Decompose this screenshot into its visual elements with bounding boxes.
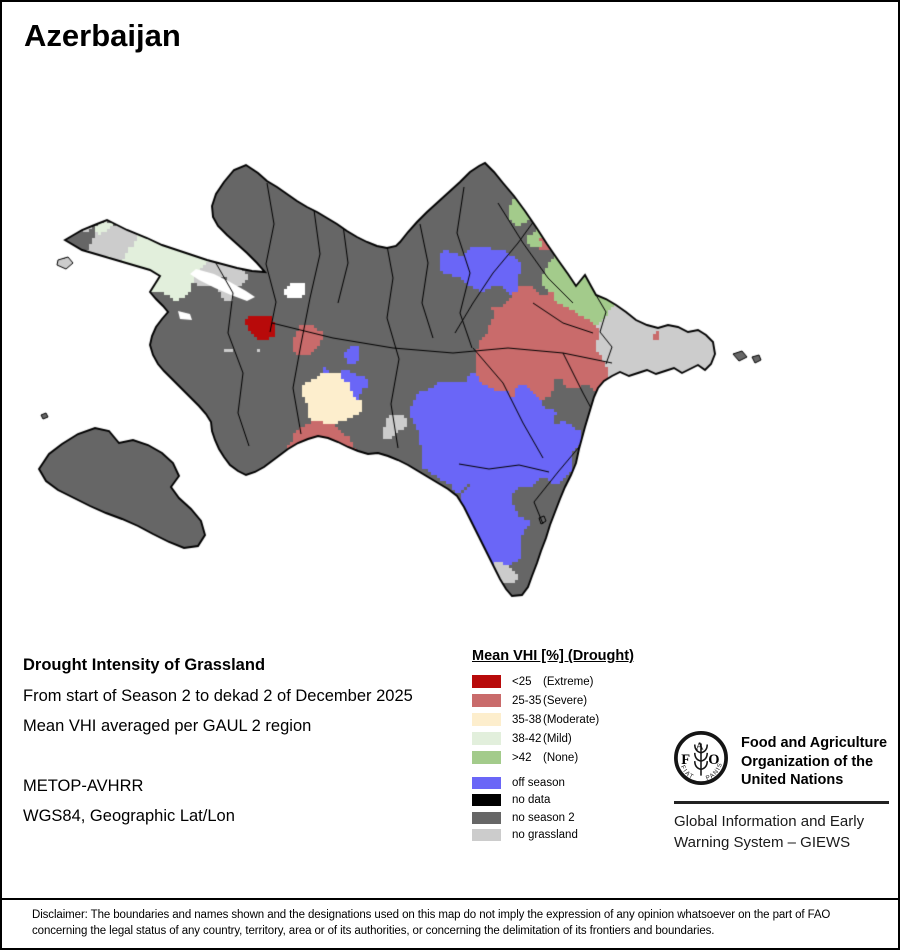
legend-label: off season [512, 776, 565, 789]
legend-item: no data [472, 792, 682, 810]
fao-logo-letter-o: O [708, 752, 719, 768]
legend-item: 25-35 (Severe) [472, 691, 682, 710]
legend-qualifier-label: (Extreme) [543, 675, 594, 688]
map-subject-heading: Drought Intensity of Grassland [23, 656, 266, 674]
legend-swatch [472, 829, 501, 842]
wheat-stalk-icon [694, 743, 708, 776]
legend-swatch [472, 694, 501, 707]
fao-name-line3: United Nations [741, 772, 844, 788]
legend: Mean VHI [%] (Drought) <25 (Extreme) 25-35… [472, 648, 682, 844]
legend-swatch [472, 794, 501, 807]
legend-item: <25 (Extreme) [472, 672, 682, 691]
legend-item: 38-42 (Mild) [472, 729, 682, 748]
legend-label: no grassland [512, 829, 578, 842]
legend-qualifier-label: (Moderate) [543, 713, 600, 726]
period-description: From start of Season 2 to dekad 2 of Dec… [23, 687, 413, 705]
legend-swatch [472, 732, 501, 745]
legend-swatch [472, 811, 501, 824]
legend-item: no season 2 [472, 809, 682, 827]
giews-line2: Warning System – GIEWS [674, 833, 851, 851]
legend-title: Mean VHI [%] (Drought) [472, 648, 634, 664]
fao-name-line2: Organization of the [741, 753, 874, 770]
legend-swatch [472, 713, 501, 726]
giews-label: Global Information and Early Warning Sys… [674, 812, 864, 853]
legend-swatch [472, 776, 501, 789]
legend-item: 35-38 (Moderate) [472, 710, 682, 729]
legend-label: no season 2 [512, 811, 575, 824]
legend-other-list: off season no data no season 2 no grassland [472, 774, 682, 844]
legend-swatch [472, 751, 501, 764]
legend-label: no data [512, 794, 551, 807]
fao-organization-name: Food and Agriculture Organization of the… [741, 734, 887, 790]
projection-label: WGS84, Geographic Lat/Lon [23, 807, 235, 825]
legend-range-label: >42 [512, 751, 532, 764]
giews-line1: Global Information and Early [674, 813, 865, 830]
disclaimer: Disclaimer: The boundaries and names sho… [2, 898, 898, 939]
sensor-label: METOP-AVHRR [23, 777, 144, 795]
fao-name-line1: Food and Agriculture [741, 735, 888, 751]
legend-range-label: 25-35 [512, 694, 542, 707]
footer-divider [674, 801, 889, 804]
legend-swatch [472, 675, 501, 688]
disclaimer-line2: concerning the legal status of any count… [32, 924, 715, 937]
legend-item: off season [472, 774, 682, 792]
legend-range-label: 35-38 [512, 713, 542, 726]
legend-qualifier-label: (Severe) [543, 694, 588, 707]
legend-drought-list: <25 (Extreme) 25-35 (Severe) 35-38 (Moderate)… [472, 672, 682, 767]
disclaimer-line1: Disclaimer: The boundaries and names sho… [32, 909, 831, 921]
legend-item: no grassland [472, 827, 682, 845]
fao-logo-icon: F O A FIAT PANIS [674, 731, 728, 785]
legend-item: >42 (None) [472, 748, 682, 767]
fao-logo-letter-a: A [696, 742, 704, 753]
legend-qualifier-label: (Mild) [543, 732, 572, 745]
aggregation-description: Mean VHI averaged per GAUL 2 region [23, 717, 312, 735]
legend-range-label: <25 [512, 675, 532, 688]
legend-range-label: 38-42 [512, 732, 542, 745]
legend-qualifier-label: (None) [543, 751, 579, 764]
fao-logo-letter-f: F [681, 752, 690, 768]
page-title: Azerbaijan [24, 18, 181, 53]
